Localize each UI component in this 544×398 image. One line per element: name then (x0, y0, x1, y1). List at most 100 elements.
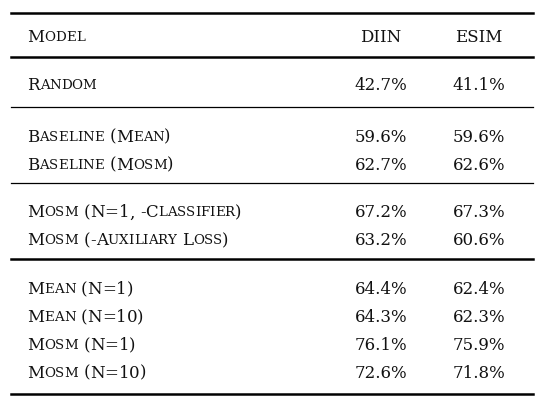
Text: S: S (55, 367, 64, 380)
Text: 60.6%: 60.6% (453, 232, 505, 249)
Text: S: S (55, 207, 64, 219)
Text: -: - (90, 232, 96, 249)
Text: 1: 1 (119, 337, 129, 354)
Text: N: N (64, 283, 76, 296)
Text: Y: Y (168, 234, 176, 247)
Text: E: E (58, 159, 68, 172)
Text: 59.6%: 59.6% (453, 129, 505, 146)
Text: M: M (27, 29, 44, 46)
Text: I: I (128, 234, 134, 247)
Text: A: A (96, 232, 108, 249)
Text: M: M (27, 337, 44, 354)
Text: S: S (55, 234, 64, 247)
Text: 67.2%: 67.2% (355, 205, 407, 221)
Text: ): ) (164, 129, 170, 146)
Text: E: E (44, 283, 54, 296)
Text: B: B (27, 129, 40, 146)
Text: I: I (77, 159, 82, 172)
Text: N: N (82, 131, 94, 144)
Text: ESIM: ESIM (455, 29, 503, 46)
Text: I: I (143, 234, 148, 247)
Text: E: E (44, 311, 54, 324)
Text: N: N (90, 365, 104, 382)
Text: M: M (64, 367, 78, 380)
Text: I: I (195, 207, 200, 219)
Text: S: S (186, 207, 195, 219)
Text: M: M (116, 129, 133, 146)
Text: 62.3%: 62.3% (453, 309, 505, 326)
Text: 64.3%: 64.3% (355, 309, 407, 326)
Text: R: R (225, 207, 234, 219)
Text: F: F (200, 207, 209, 219)
Text: S: S (204, 234, 213, 247)
Text: 72.6%: 72.6% (355, 365, 407, 382)
Text: R: R (158, 234, 168, 247)
Text: O: O (44, 207, 55, 219)
Text: D: D (61, 79, 72, 92)
Text: M: M (116, 157, 133, 174)
Text: (: ( (84, 205, 90, 221)
Text: S: S (213, 234, 222, 247)
Text: 62.4%: 62.4% (453, 281, 505, 298)
Text: U: U (108, 234, 119, 247)
Text: 41.1%: 41.1% (453, 77, 505, 94)
Text: E: E (66, 31, 76, 44)
Text: =: = (104, 205, 119, 221)
Text: 59.6%: 59.6% (355, 129, 407, 146)
Text: 63.2%: 63.2% (355, 232, 407, 249)
Text: E: E (58, 131, 68, 144)
Text: 0: 0 (126, 309, 137, 326)
Text: ,: , (129, 205, 134, 221)
Text: 1: 1 (116, 281, 126, 298)
Text: (: ( (109, 129, 116, 146)
Text: M: M (64, 234, 78, 247)
Text: O: O (133, 159, 144, 172)
Text: N: N (87, 281, 102, 298)
Text: 1: 1 (116, 309, 126, 326)
Text: -: - (140, 205, 145, 221)
Text: O: O (44, 31, 55, 44)
Text: L: L (76, 31, 85, 44)
Text: 64.4%: 64.4% (355, 281, 407, 298)
Text: S: S (144, 159, 153, 172)
Text: A: A (143, 131, 152, 144)
Text: L: L (182, 232, 193, 249)
Text: M: M (27, 232, 44, 249)
Text: (: ( (84, 365, 90, 382)
Text: M: M (64, 339, 78, 352)
Text: 0: 0 (129, 365, 140, 382)
Text: A: A (40, 79, 50, 92)
Text: E: E (215, 207, 225, 219)
Text: S: S (177, 207, 186, 219)
Text: S: S (49, 131, 58, 144)
Text: B: B (27, 157, 40, 174)
Text: (: ( (81, 309, 87, 326)
Text: O: O (72, 79, 83, 92)
Text: N: N (90, 337, 104, 354)
Text: 62.6%: 62.6% (453, 157, 505, 174)
Text: 1: 1 (119, 365, 129, 382)
Text: O: O (44, 339, 55, 352)
Text: S: S (55, 339, 64, 352)
Text: ): ) (140, 365, 146, 382)
Text: A: A (148, 234, 158, 247)
Text: =: = (104, 365, 119, 382)
Text: N: N (87, 309, 102, 326)
Text: M: M (27, 309, 44, 326)
Text: M: M (27, 365, 44, 382)
Text: O: O (193, 234, 204, 247)
Text: A: A (40, 131, 49, 144)
Text: A: A (40, 159, 49, 172)
Text: L: L (134, 234, 143, 247)
Text: ): ) (222, 232, 228, 249)
Text: M: M (153, 159, 166, 172)
Text: A: A (167, 207, 177, 219)
Text: M: M (64, 207, 78, 219)
Text: X: X (119, 234, 128, 247)
Text: =: = (102, 309, 116, 326)
Text: (: ( (81, 281, 87, 298)
Text: ): ) (137, 309, 144, 326)
Text: O: O (44, 234, 55, 247)
Text: =: = (102, 281, 116, 298)
Text: 62.7%: 62.7% (355, 157, 407, 174)
